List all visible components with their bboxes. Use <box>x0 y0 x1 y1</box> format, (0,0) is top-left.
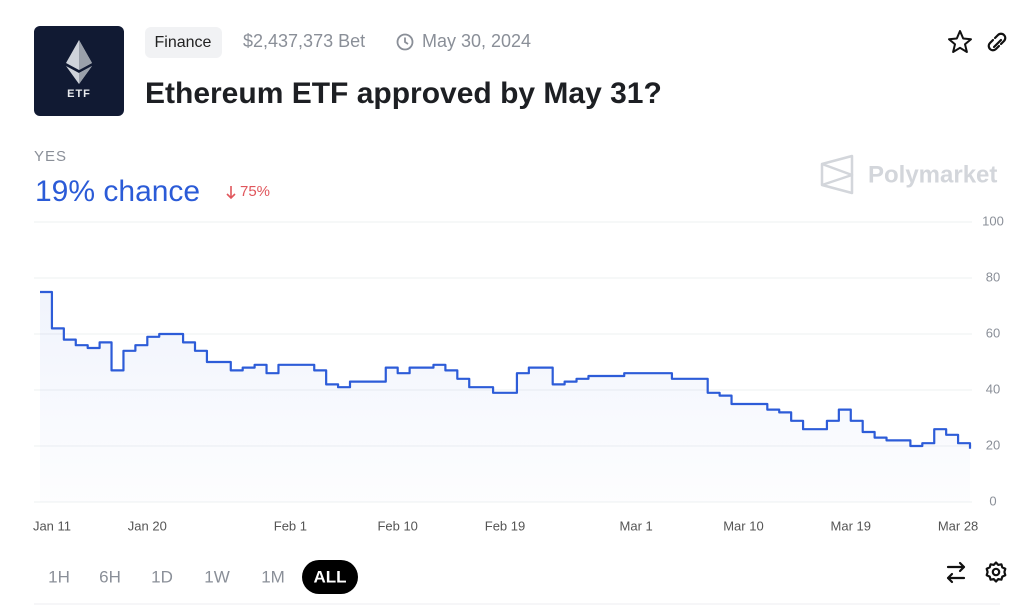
x-tick-label: Mar 1 <box>620 518 653 533</box>
y-tick-label: 0 <box>989 493 996 508</box>
settings-button[interactable] <box>985 561 1007 583</box>
logo-text: ETF <box>67 88 91 100</box>
price-line <box>40 290 972 449</box>
time-range-button[interactable]: 1W <box>204 567 230 586</box>
area <box>40 292 970 502</box>
tag[interactable]: Finance <box>155 34 212 51</box>
active-range-bg[interactable] <box>302 560 358 594</box>
time-range-button[interactable]: 1D <box>151 567 173 586</box>
chance: 19% chance <box>35 175 200 208</box>
volume: $2,437,373 Bet <box>243 31 365 51</box>
end-date: May 30, 2024 <box>422 31 531 51</box>
clock-icon <box>396 33 414 51</box>
x-tick-label: Mar 28 <box>938 518 978 533</box>
x-tick-label: Jan 20 <box>128 518 167 533</box>
down-arrow <box>226 186 236 200</box>
y-tick-label: 100 <box>982 213 1004 228</box>
time-range-button[interactable]: 6H <box>99 567 121 586</box>
tag-bg[interactable] <box>145 27 222 58</box>
y-tick-label: 80 <box>986 269 1000 284</box>
x-tick-label: Feb 1 <box>274 518 307 533</box>
x-tick-label: Feb 10 <box>377 518 417 533</box>
market-title: Ethereum ETF approved by May 31? <box>145 77 662 110</box>
x-tick-label: Mar 19 <box>831 518 871 533</box>
link-button[interactable] <box>987 32 1007 52</box>
x-tick-label: Jan 11 <box>33 518 71 533</box>
time-range-button[interactable]: ALL <box>313 567 346 586</box>
x-tick-label: Mar 10 <box>723 518 763 533</box>
change: 75% <box>240 183 270 200</box>
y-tick-label: 40 <box>986 381 1000 396</box>
brand-icon <box>820 154 854 195</box>
swap-button[interactable] <box>946 561 966 584</box>
star-button[interactable] <box>948 30 972 53</box>
time-range-button[interactable]: 1H <box>48 567 70 586</box>
x-tick-label: Feb 19 <box>485 518 525 533</box>
y-tick-label: 20 <box>986 437 1000 452</box>
outcome-label: YES <box>34 148 67 165</box>
logo <box>34 26 124 116</box>
time-range-selector: 1H 6H 1D 1W 1M ALL <box>48 560 358 594</box>
eth-icon <box>66 40 92 84</box>
time-range-button[interactable]: 1M <box>261 567 285 586</box>
y-tick-label: 60 <box>986 325 1000 340</box>
brand: Polymarket <box>868 161 997 188</box>
price-chart: 0 20 40 60 80 100 Jan 11 Jan 20 Feb 1 Feb 10 Feb 1… <box>33 213 1004 533</box>
